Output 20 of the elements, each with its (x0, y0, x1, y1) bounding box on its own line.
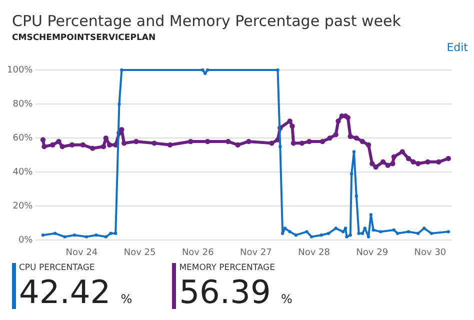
x-tick-label: Nov 24 (66, 248, 98, 258)
y-tick-label: 40% (12, 167, 34, 178)
text: Edit (446, 41, 468, 54)
text: 56.39 % (179, 273, 292, 311)
x-tick-label: Nov 29 (356, 248, 388, 258)
y-tick-label: 0% (18, 236, 34, 246)
y-tick-label: 20% (12, 202, 34, 212)
x-tick-label: Nov 30 (414, 248, 446, 258)
x-tick-label: Nov 28 (298, 248, 330, 258)
y-tick-label: 60% (12, 133, 34, 144)
y-tick-label: 80% (12, 99, 34, 110)
x-tick-label: Nov 25 (124, 248, 156, 258)
legend-label: CPU PERCENTAGE (19, 263, 95, 274)
x-tick-label: Nov 26 (182, 248, 214, 258)
chart-subtitle: CMSCHEMPOINTSERVICEPLAN (12, 33, 156, 43)
text: 42.42 % (19, 273, 132, 311)
y-tick-label: 100% (6, 65, 34, 76)
legend-label: MEMORY PERCENTAGE (179, 263, 275, 274)
chart-title: CPU Percentage and Memory Percentage past week (12, 12, 401, 30)
x-tick-label: Nov 27 (240, 248, 272, 258)
